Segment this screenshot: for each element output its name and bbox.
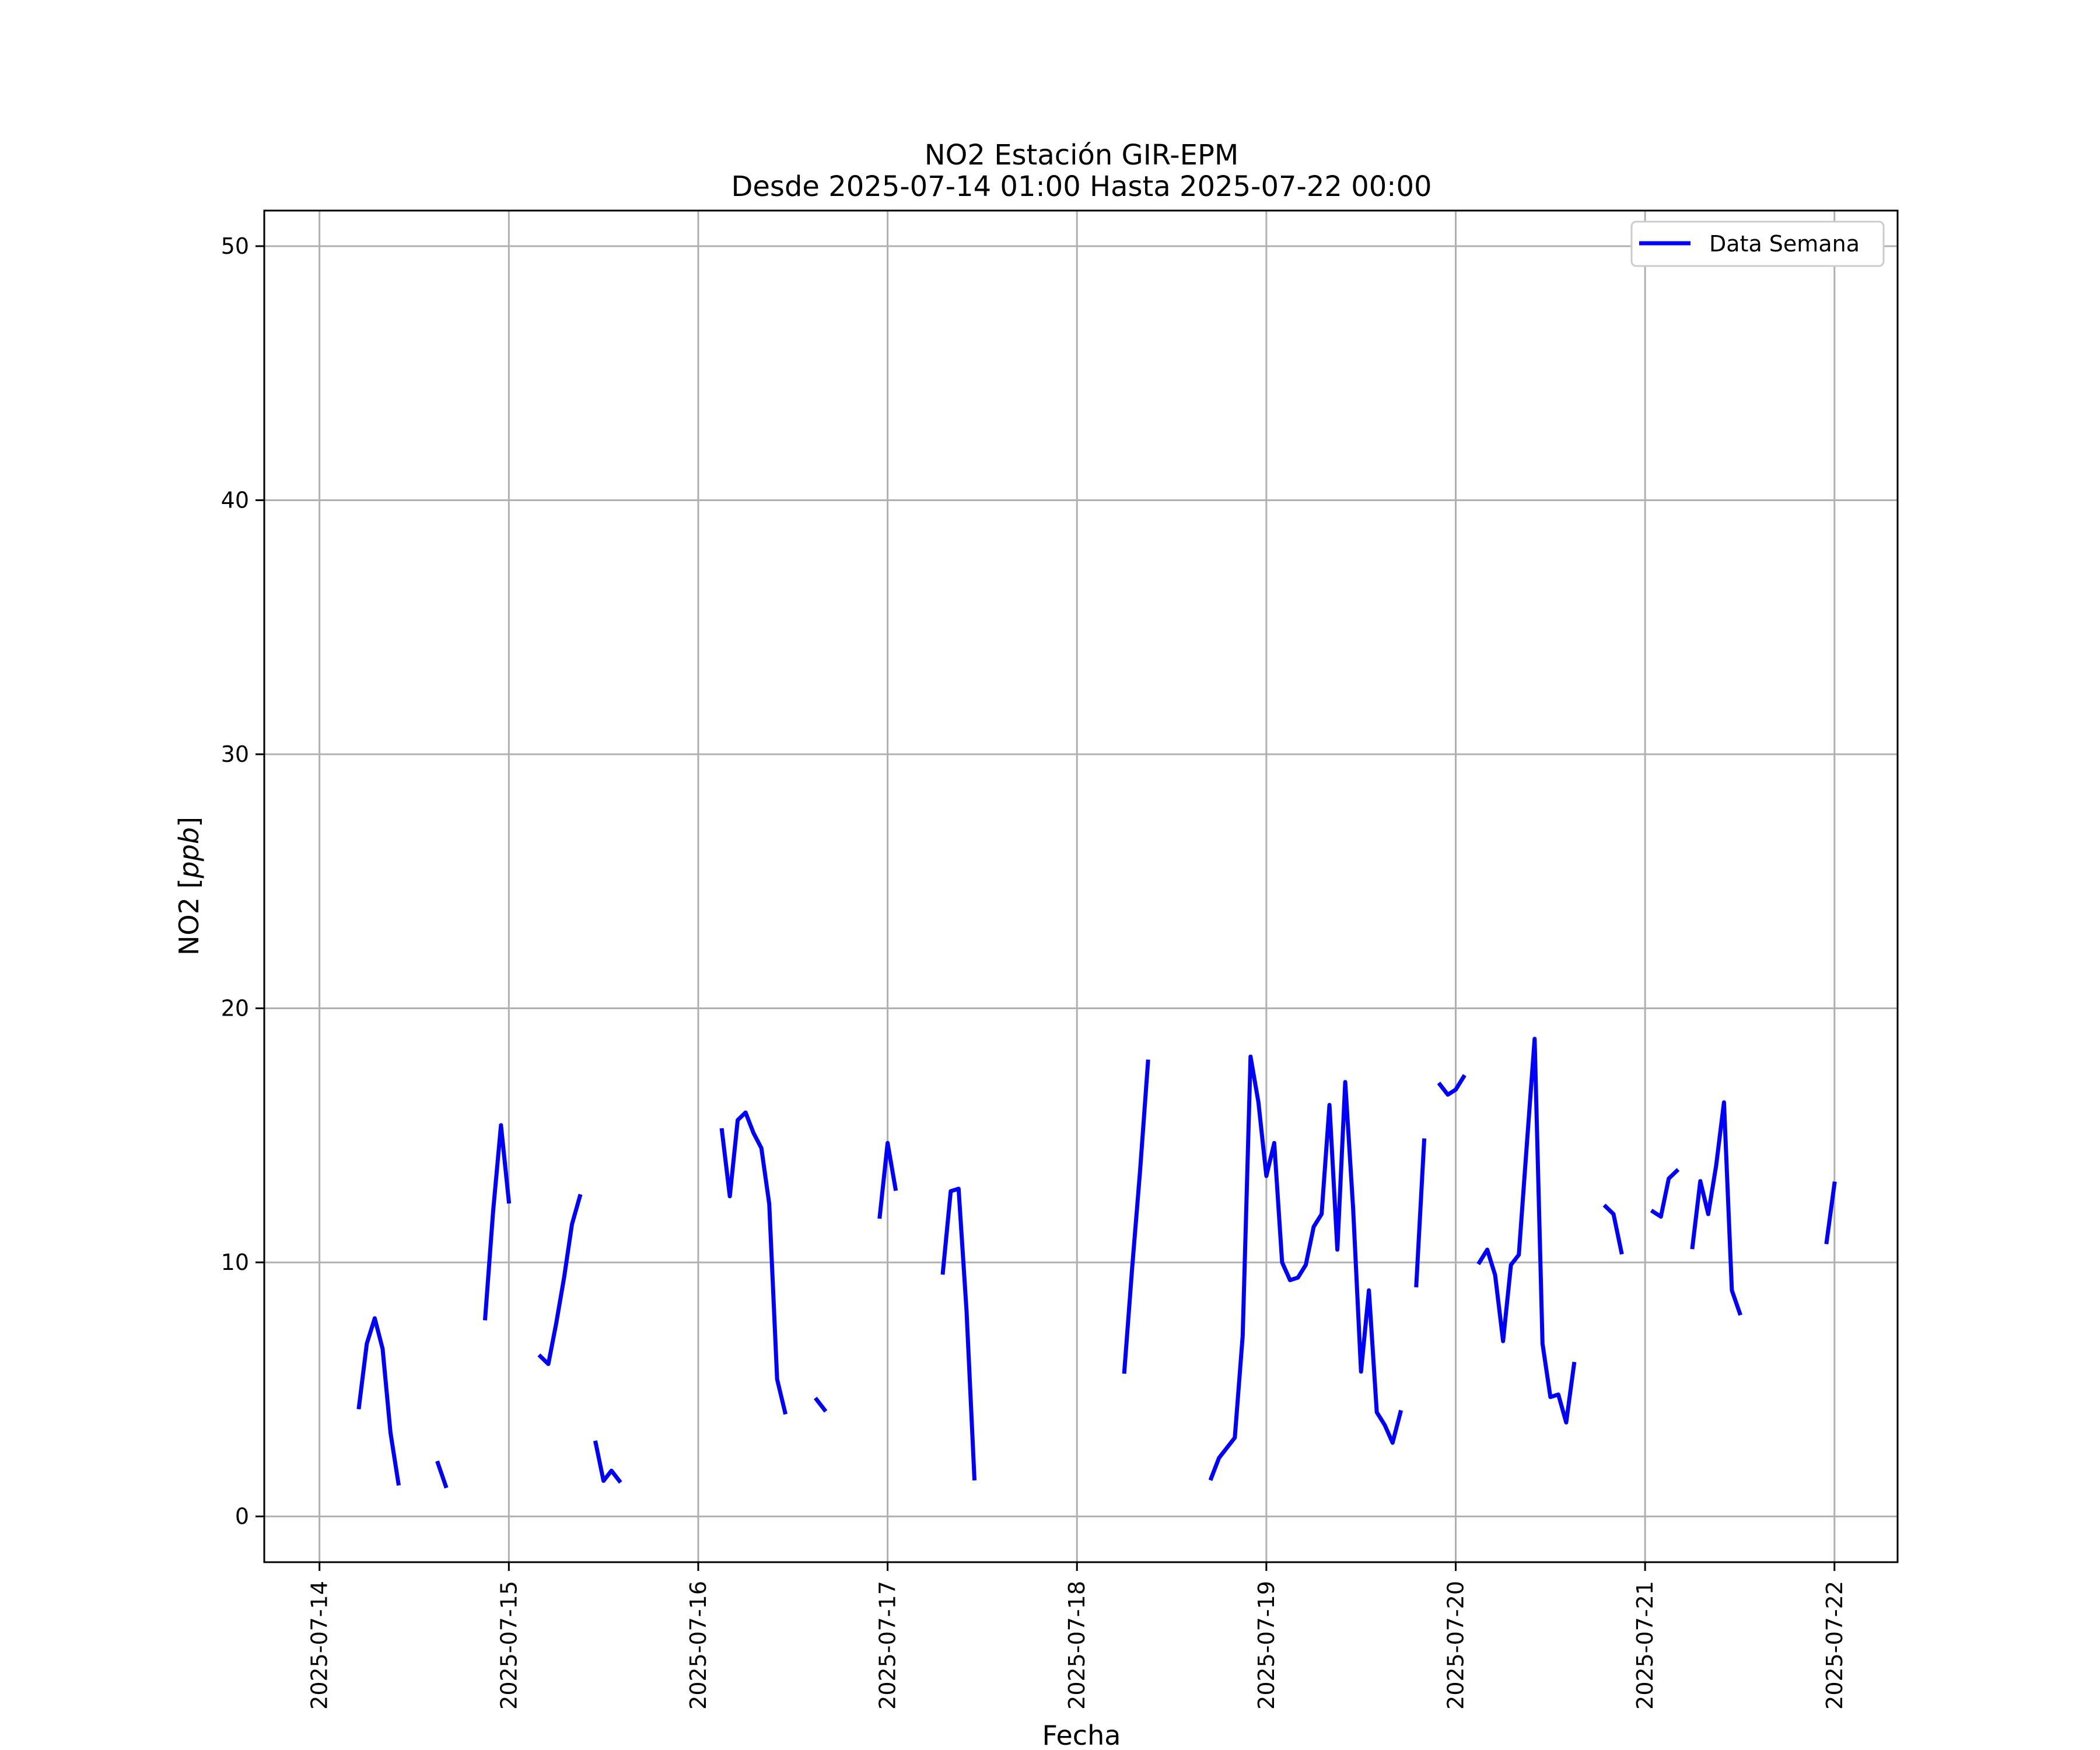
grid-lines: [264, 211, 1898, 1562]
series-line-segment: [1602, 1203, 1624, 1255]
x-axis-ticks: 2025-07-14 2025-07-15 2025-07-16 2025-07-17…: [307, 1562, 1847, 1710]
series-line-segment: [940, 1186, 977, 1480]
y-axis-label-end: ]: [173, 817, 205, 827]
x-tick-label: 2025-07-15: [496, 1581, 522, 1710]
series-line-segment: [1208, 1054, 1404, 1481]
series-line-segment: [482, 1123, 512, 1321]
legend-box: [1630, 220, 1885, 267]
series-line-segment: [356, 1316, 401, 1486]
series-line-segment: [1690, 1100, 1742, 1316]
series-line-segment: [877, 1140, 898, 1219]
series-line-segment: [537, 1194, 583, 1366]
series-line-segment: [1650, 1168, 1680, 1219]
series-line-segment: [813, 1396, 828, 1413]
y-tick-label: 50: [221, 233, 249, 259]
x-tick-label: 2025-07-16: [685, 1581, 711, 1710]
y-axis-label-main: NO2 [: [173, 878, 205, 956]
series-line-segment: [1414, 1138, 1427, 1287]
chart-subtitle: Desde 2025-07-14 01:00 Hasta 2025-07-22 …: [731, 170, 1432, 203]
y-tick-label: 0: [235, 1504, 249, 1530]
x-tick-label: 2025-07-14: [307, 1581, 332, 1710]
y-tick-label: 10: [221, 1250, 249, 1275]
series-line-segment: [1476, 1037, 1577, 1424]
data-series: [356, 1037, 1837, 1489]
chart-title: NO2 Estación GIR-EPM: [925, 139, 1239, 172]
x-tick-label: 2025-07-18: [1064, 1581, 1090, 1710]
y-axis-label: NO2 [ppb]: [173, 817, 205, 956]
x-tick-label: 2025-07-22: [1822, 1581, 1847, 1710]
x-tick-label: 2025-07-19: [1254, 1581, 1279, 1710]
series-line-segment: [1122, 1059, 1150, 1374]
legend: Data Semana: [1630, 220, 1885, 267]
x-tick-label: 2025-07-17: [875, 1581, 901, 1710]
x-tick-label: 2025-07-20: [1443, 1581, 1469, 1710]
y-axis-ticks: 0 10 20 30 40 50: [221, 233, 264, 1530]
y-tick-label: 20: [221, 996, 249, 1021]
x-tick-label: 2025-07-21: [1632, 1581, 1658, 1710]
y-tick-label: 40: [221, 488, 249, 513]
series-line-segment: [435, 1460, 449, 1489]
series-line-segment: [593, 1440, 622, 1484]
series-line-segment: [1437, 1074, 1466, 1097]
legend-label: Data Semana: [1709, 231, 1860, 257]
x-axis-label: Fecha: [1042, 1720, 1121, 1750]
y-tick-label: 30: [221, 741, 249, 767]
y-axis-label-unit: ppb: [173, 827, 205, 879]
plot-frame: [263, 209, 1899, 1563]
series-line-segment: [719, 1110, 788, 1415]
series-line-segment: [1824, 1181, 1837, 1245]
